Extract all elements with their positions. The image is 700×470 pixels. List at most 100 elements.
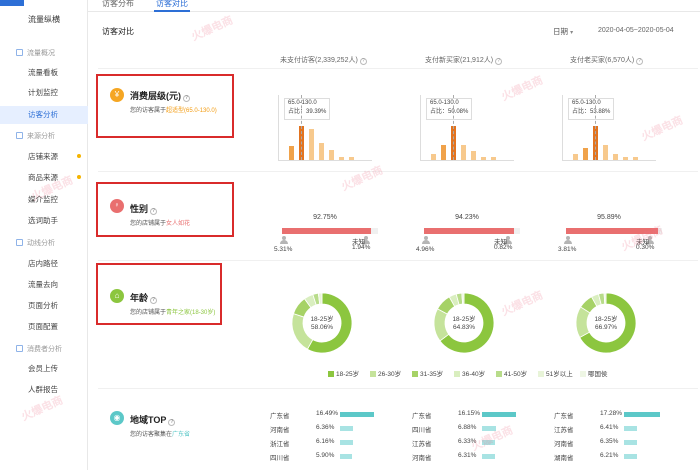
- legend-item[interactable]: 41-50岁: [496, 368, 527, 378]
- yuan-icon: ¥: [110, 88, 124, 102]
- unknown-label: 未知: [636, 239, 649, 246]
- region-name: 四川省: [412, 427, 432, 434]
- sidebar-item-store-path[interactable]: 店内路径: [28, 259, 58, 268]
- region-name: 江苏省: [412, 441, 432, 448]
- region-name: 广东省: [412, 413, 432, 420]
- divider: [98, 388, 698, 389]
- region-bar: [624, 454, 637, 459]
- sidebar-item-media-monitor[interactable]: 媒介监控: [28, 195, 58, 204]
- sidebar-item-plan-monitor[interactable]: 计划监控: [28, 88, 58, 97]
- spending-bar[interactable]: [623, 156, 628, 160]
- region-bar: [340, 454, 353, 459]
- help-icon[interactable]: ?: [168, 419, 176, 426]
- sidebar-item-traffic-board[interactable]: 流量看板: [28, 68, 58, 77]
- spending-bar[interactable]: [431, 153, 436, 160]
- house-icon: ⌂: [110, 289, 124, 303]
- donut-center-group: 18-25岁: [310, 316, 334, 323]
- tab-bar: 访客分布 访客对比: [88, 0, 700, 12]
- sidebar-item-page-analysis[interactable]: 页面分析: [28, 301, 58, 310]
- sidebar-item-store-source[interactable]: 店铺来源: [0, 148, 88, 166]
- spending-bar[interactable]: [573, 153, 578, 160]
- new-dot: [77, 154, 81, 158]
- donut-slice[interactable]: [461, 292, 465, 305]
- help-icon[interactable]: ?: [359, 58, 367, 65]
- sidebar-item-member-upload[interactable]: 会员上传: [28, 364, 58, 373]
- highlight-guide: [595, 95, 596, 160]
- unknown-icon: [646, 236, 654, 245]
- spending-bar[interactable]: [471, 150, 476, 160]
- unknown-label: 未知: [352, 239, 365, 246]
- sidebar-item-keyword-helper[interactable]: 选词助手: [28, 216, 58, 225]
- sidebar-item-product-source[interactable]: 商品来源: [0, 169, 88, 187]
- bar-chart-spending-old: 65.0-130.0 占比：53.88%: [562, 95, 656, 161]
- sidebar: 流量纵横 流量概况 流量看板 计划监控 访客分析 来源分析 店铺来源 商品来源 …: [0, 0, 88, 470]
- metric-title-age: 年龄?: [130, 293, 158, 304]
- region-bar: [482, 454, 496, 459]
- spending-bar[interactable]: [329, 149, 334, 160]
- legend-item[interactable]: 31-35岁: [412, 368, 443, 378]
- spending-bar[interactable]: [633, 156, 638, 160]
- legend-swatch: [454, 371, 460, 377]
- help-icon[interactable]: ?: [150, 297, 158, 304]
- group-icon: [16, 132, 23, 139]
- legend-item[interactable]: 18-25岁: [328, 368, 359, 378]
- gender-chart-unpaid: 92.75% 5.31% 未知 1.94%: [270, 214, 380, 254]
- spending-bar[interactable]: [613, 153, 618, 160]
- spending-bar[interactable]: [339, 156, 344, 160]
- spending-bar[interactable]: [309, 129, 314, 160]
- tab-visitor-distribution[interactable]: 访客分布: [102, 0, 134, 8]
- sidebar-item-crowd-report[interactable]: 人群报告: [28, 385, 58, 394]
- legend-item[interactable]: 36-40岁: [454, 368, 485, 378]
- gender-bar-fill: [566, 228, 659, 234]
- donut-slice[interactable]: [439, 292, 495, 354]
- region-name: 河南省: [554, 441, 574, 448]
- donut-slice[interactable]: [317, 292, 323, 305]
- region-share: 6.35%: [600, 438, 619, 445]
- date-range[interactable]: 2020-04-05~2020-05-04: [598, 27, 674, 34]
- male-share: 5.31%: [274, 246, 293, 253]
- help-icon[interactable]: ?: [183, 95, 190, 102]
- group-icon: [16, 345, 23, 352]
- spending-bar[interactable]: [289, 146, 294, 160]
- location-icon: ◉: [110, 411, 124, 425]
- help-icon[interactable]: ?: [150, 208, 158, 215]
- donut-slice[interactable]: [603, 292, 607, 305]
- tab-visitor-comparison[interactable]: 访客对比: [154, 0, 190, 12]
- legend-item[interactable]: 哪国侯: [580, 368, 608, 378]
- region-share: 6.33%: [458, 438, 477, 445]
- donut-age-old: 18-25岁 66.97%: [571, 288, 641, 358]
- legend-item[interactable]: 26-30岁: [370, 368, 401, 378]
- spending-bar[interactable]: [583, 147, 588, 160]
- metric-desc-region: 您的访客聚集在广东省: [130, 432, 191, 438]
- legend-swatch: [328, 371, 334, 377]
- sidebar-top-item[interactable]: 流量纵横: [28, 15, 60, 24]
- help-icon[interactable]: ?: [495, 58, 503, 65]
- legend-item[interactable]: 51岁以上: [538, 368, 573, 378]
- region-bar: [624, 426, 638, 431]
- bar-chart-spending-new: 65.0-130.0 占比：50.08%: [420, 95, 514, 161]
- donut-slice[interactable]: [579, 292, 637, 354]
- people-icon: ♀: [110, 199, 124, 213]
- region-bar: [482, 440, 496, 445]
- spending-bar[interactable]: [461, 144, 466, 160]
- region-share: 6.16%: [316, 438, 335, 445]
- spending-bar[interactable]: [441, 144, 446, 160]
- sidebar-group-traffic: 流量概况: [0, 48, 88, 58]
- region-bar: [482, 426, 497, 431]
- spending-bar[interactable]: [603, 144, 608, 160]
- section-title: 访客对比: [102, 27, 134, 36]
- gender-chart-old: 95.89% 3.81% 未知 0.30%: [554, 214, 664, 254]
- sidebar-item-page-config[interactable]: 页面配置: [28, 322, 58, 331]
- spending-bar[interactable]: [491, 156, 496, 160]
- gender-chart-new: 94.23% 4.96% 未知 0.82%: [412, 214, 522, 254]
- spending-bar[interactable]: [319, 143, 324, 160]
- date-type-select[interactable]: 日期 ▾: [553, 27, 574, 36]
- help-icon[interactable]: ?: [636, 58, 644, 65]
- spending-bar[interactable]: [481, 156, 486, 160]
- sidebar-group-source: 来源分析: [0, 131, 88, 141]
- spending-bar[interactable]: [349, 156, 354, 160]
- sidebar-item-visitor-analysis[interactable]: 访客分析: [0, 106, 88, 124]
- sidebar-item-traffic-destination[interactable]: 流量去向: [28, 280, 58, 289]
- brand-logo: [0, 0, 24, 6]
- unknown-share: 1.94%: [352, 244, 371, 251]
